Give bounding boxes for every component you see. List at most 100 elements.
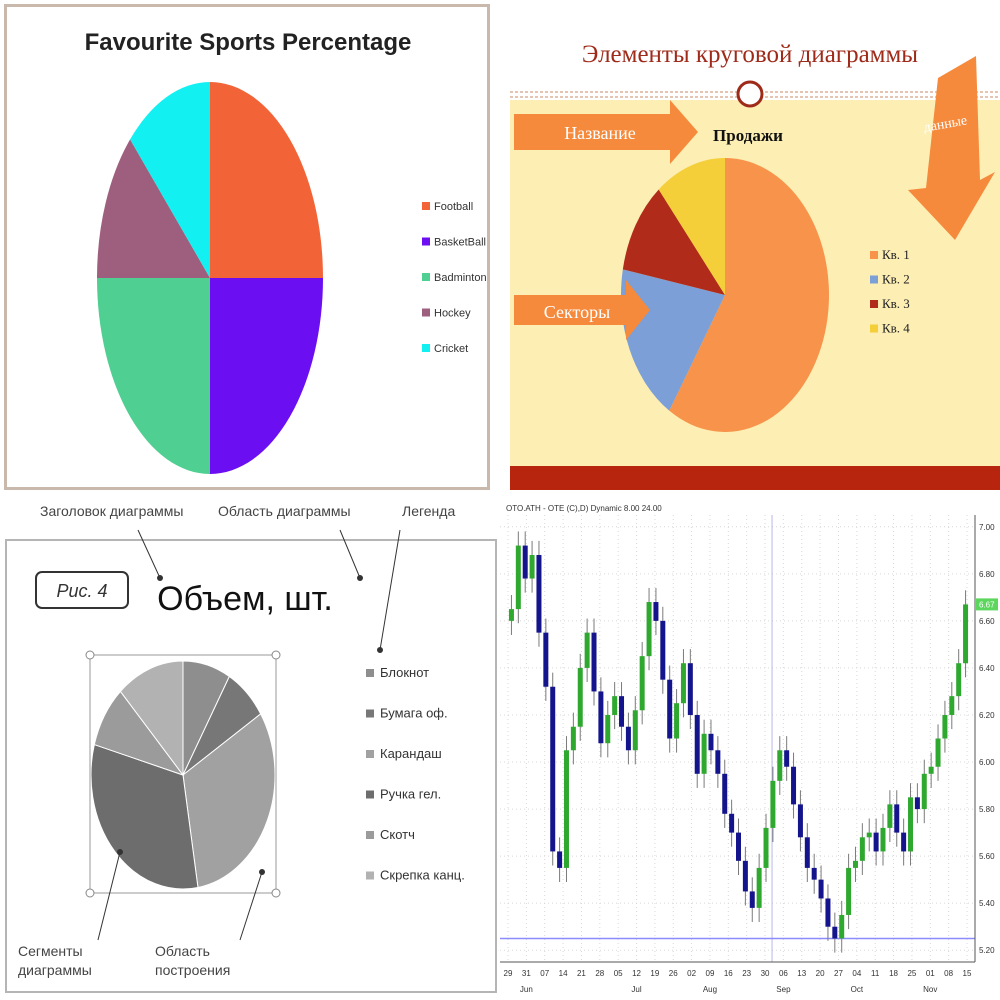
slice-badminton	[97, 278, 210, 474]
chart-title: Объем, шт.	[157, 580, 333, 618]
slice-cricket	[130, 82, 210, 278]
legend-label-карандаш: Карандаш	[380, 746, 442, 761]
candle-up	[928, 766, 934, 774]
legend-label-кв-1: Кв. 1	[882, 247, 910, 262]
legend-label-hockey: Hockey	[434, 308, 471, 320]
x-tick-label: 29	[504, 969, 513, 978]
x-tick-label: 25	[907, 969, 916, 978]
candle-down	[598, 691, 604, 744]
x-tick-label: 07	[540, 969, 549, 978]
x-tick-label: 04	[852, 969, 861, 978]
slide-title: Элементы круговой диаграммы	[582, 41, 918, 68]
candle-up	[605, 714, 611, 744]
candle-up	[866, 832, 872, 838]
candle-up	[887, 804, 893, 828]
candle-up	[570, 726, 576, 751]
name-callout-label: Название	[564, 123, 636, 143]
divider-ornament	[736, 80, 764, 108]
annotation-line	[239, 871, 263, 941]
slice-карандаш	[182, 713, 276, 889]
candle-down	[832, 926, 838, 939]
slice-football	[210, 82, 323, 278]
month-label: Nov	[923, 985, 937, 994]
candle-down	[708, 733, 714, 751]
legend-swatch-кв-2	[870, 275, 878, 284]
legend-swatch-basketball	[422, 237, 430, 246]
x-tick-label: 20	[816, 969, 825, 978]
resize-handle[interactable]	[85, 888, 95, 898]
annotation-line	[339, 529, 361, 579]
y-tick-label: 6.20	[979, 711, 995, 720]
slice-кв-2	[621, 269, 725, 411]
candle-up	[584, 632, 590, 668]
annotation-label: Область	[155, 943, 210, 959]
plot-area-box	[89, 654, 277, 894]
legend-label-basketball: BasketBall	[434, 237, 486, 249]
y-tick-label: 6.80	[979, 570, 995, 579]
x-tick-label: 21	[577, 969, 586, 978]
pie-elements-slide: Элементы круговой диаграммы Продажи Кв. …	[500, 0, 1000, 500]
candle-up	[942, 714, 948, 739]
candle-down	[791, 766, 797, 805]
slide-footer-bar	[510, 466, 1000, 490]
y-tick-label: 5.20	[979, 946, 995, 955]
sectors-callout-label: Секторы	[544, 302, 610, 322]
candle-down	[729, 813, 735, 833]
resize-handle[interactable]	[271, 888, 281, 898]
candle-down	[522, 545, 528, 579]
candle-up	[701, 733, 707, 774]
price-candlestick-chart: 7.00 6.80 6.60 6.40 6.20 6.00 5.80 5.60 5.40 5.20…	[500, 504, 998, 994]
x-tick-label: 06	[779, 969, 788, 978]
annotation-label: Заголовок диаграммы	[40, 503, 183, 519]
candle-down	[894, 804, 900, 833]
candle-down	[591, 632, 597, 692]
chart-title: Продажи	[713, 126, 783, 145]
legend-swatch-блокнот	[366, 669, 374, 677]
candlestick-panel: 7.00 6.80 6.60 6.40 6.20 6.00 5.80 5.60 5.40 5.20…	[500, 500, 1000, 1000]
x-tick-label: 27	[834, 969, 843, 978]
candles	[508, 531, 969, 953]
annotation-dot	[157, 575, 163, 581]
resize-handle[interactable]	[85, 650, 95, 660]
sectors-callout-arrow	[514, 280, 650, 340]
name-callout-arrow	[514, 100, 698, 164]
sales-pie-slide: Элементы круговой диаграммы Продажи Кв. …	[510, 10, 1000, 490]
y-tick-label: 5.40	[979, 899, 995, 908]
legend-swatch-бумага-оф	[366, 709, 374, 718]
x-tick-label: 12	[632, 969, 641, 978]
candle-down	[722, 773, 728, 814]
annotation-line	[379, 529, 401, 651]
candle-down	[715, 750, 721, 774]
legend-label-ручка-гел: Ручка гел.	[380, 787, 441, 802]
candle-up	[963, 604, 969, 664]
month-label: Jul	[631, 985, 641, 994]
data-callout-arrow	[908, 56, 995, 240]
candle-up	[949, 696, 955, 715]
volume-pie-panel: Рис. 4 Объем, шт. Блокнот Бумага оф. Каран…	[0, 500, 500, 1000]
y-tick-label: 6.00	[979, 758, 995, 767]
candle-up	[777, 750, 783, 781]
resize-handle[interactable]	[271, 650, 281, 660]
annotation-dot	[357, 575, 363, 581]
legend: Кв. 1 Кв. 2 Кв. 3 Кв. 4	[870, 247, 910, 336]
legend-label-badminton: Badminton	[434, 272, 487, 284]
legend-label-бумага-оф: Бумага оф.	[380, 706, 448, 721]
x-tick-label: 19	[650, 969, 659, 978]
candle-down	[667, 679, 673, 739]
chart-header: OTO.ATH - OTE (C),D) Dynamic 8.00 24.00	[506, 504, 662, 513]
x-tick-label: 23	[742, 969, 751, 978]
annotation-dot	[117, 849, 123, 855]
y-tick-label: 6.40	[979, 664, 995, 673]
legend-swatch-football	[422, 202, 430, 210]
slice-кв-1	[669, 158, 829, 432]
legend-label-скотч: Скотч	[380, 827, 415, 842]
candle-down	[550, 686, 556, 852]
y-tick-label: 5.80	[979, 805, 995, 814]
month-label: Oct	[851, 985, 864, 994]
x-tick-label: 11	[871, 969, 880, 978]
candle-up	[680, 663, 686, 704]
x-tick-label: 01	[926, 969, 935, 978]
volume-pie-chart: Рис. 4 Объем, шт. Блокнот Бумага оф. Каран…	[5, 503, 497, 993]
candle-down	[784, 750, 790, 767]
chart-title: Favourite Sports Percentage	[85, 29, 412, 56]
